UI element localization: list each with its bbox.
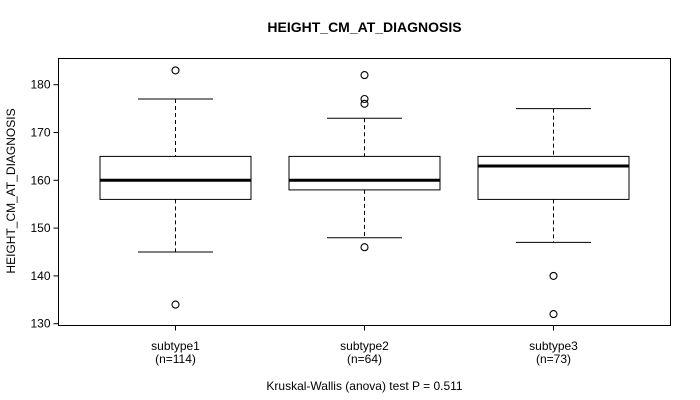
category-label: subtype3 bbox=[529, 339, 578, 353]
category-label: subtype2 bbox=[340, 339, 389, 353]
category-n-label: (n=73) bbox=[536, 352, 571, 366]
category-n-label: (n=64) bbox=[347, 352, 382, 366]
category-label: subtype1 bbox=[151, 339, 200, 353]
y-tick-label: 170 bbox=[30, 126, 50, 140]
y-tick-label: 140 bbox=[30, 269, 50, 283]
y-tick-label: 180 bbox=[30, 78, 50, 92]
outlier-point bbox=[549, 271, 558, 280]
chart-title: HEIGHT_CM_AT_DIAGNOSIS bbox=[267, 19, 461, 35]
iqr-box bbox=[99, 155, 252, 200]
iqr-box bbox=[477, 155, 630, 200]
iqr-box bbox=[288, 155, 441, 191]
outlier-point bbox=[360, 71, 369, 80]
y-tick-label: 160 bbox=[30, 173, 50, 187]
category-n-label: (n=114) bbox=[155, 352, 196, 366]
outlier-point bbox=[171, 66, 180, 75]
y-tick-label: 150 bbox=[30, 221, 50, 235]
outlier-point bbox=[360, 243, 369, 252]
y-axis-label: HEIGHT_CM_AT_DIAGNOSIS bbox=[4, 108, 18, 273]
outlier-point bbox=[549, 310, 558, 319]
outlier-point bbox=[360, 94, 369, 104]
stat-test-caption: Kruskal-Wallis (anova) test P = 0.511 bbox=[266, 379, 463, 393]
y-tick-label: 130 bbox=[30, 317, 50, 331]
plot-area: 130 140 150 160 170 180 subtype1(n=114) subtype… bbox=[30, 58, 671, 366]
outlier-point bbox=[360, 99, 369, 108]
outlier-point bbox=[171, 300, 180, 309]
